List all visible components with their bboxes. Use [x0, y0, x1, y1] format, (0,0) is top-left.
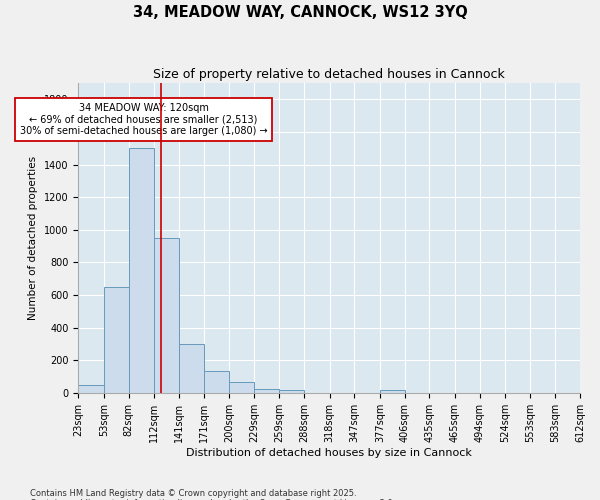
Title: Size of property relative to detached houses in Cannock: Size of property relative to detached ho…	[154, 68, 505, 80]
Bar	[154, 238, 179, 393]
Text: Contains public sector information licensed under the Open Government Licence v3: Contains public sector information licen…	[30, 498, 395, 500]
Y-axis label: Number of detached properties: Number of detached properties	[28, 156, 38, 320]
Bar	[128, 148, 154, 393]
Bar	[380, 390, 404, 393]
Text: 34, MEADOW WAY, CANNOCK, WS12 3YQ: 34, MEADOW WAY, CANNOCK, WS12 3YQ	[133, 5, 467, 20]
Bar	[254, 389, 280, 393]
Bar	[179, 344, 205, 393]
Bar	[280, 390, 304, 393]
Bar	[229, 382, 254, 393]
Bar	[205, 371, 229, 393]
X-axis label: Distribution of detached houses by size in Cannock: Distribution of detached houses by size …	[186, 448, 472, 458]
Bar	[104, 287, 128, 393]
Bar	[79, 384, 104, 393]
Text: 34 MEADOW WAY: 120sqm
← 69% of detached houses are smaller (2,513)
30% of semi-d: 34 MEADOW WAY: 120sqm ← 69% of detached …	[20, 103, 268, 136]
Text: Contains HM Land Registry data © Crown copyright and database right 2025.: Contains HM Land Registry data © Crown c…	[30, 488, 356, 498]
